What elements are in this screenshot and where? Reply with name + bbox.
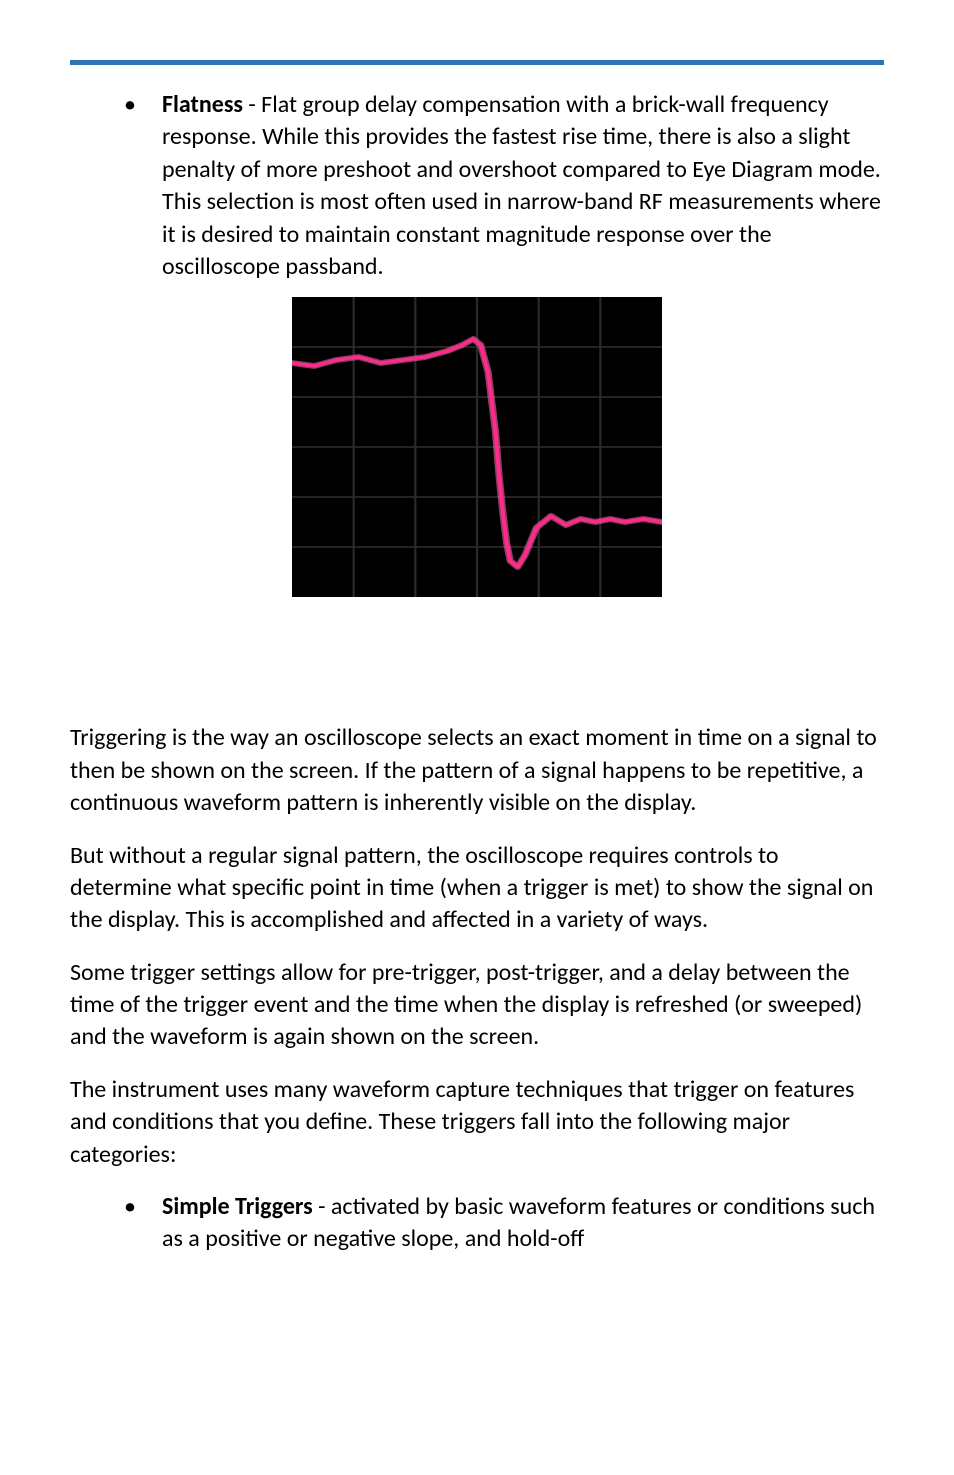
paragraph: Some trigger settings allow for pre-trig… xyxy=(70,957,884,1054)
oscilloscope-figure xyxy=(292,297,662,597)
bullet-list-bottom: Simple Triggers - activated by basic wav… xyxy=(70,1191,884,1256)
term-flatness: Flatness xyxy=(162,90,243,119)
term-simple-triggers: Simple Triggers xyxy=(162,1192,313,1221)
header-rule xyxy=(70,60,884,65)
page: Flatness - Flat group delay compensation… xyxy=(0,0,954,1475)
paragraph: The instrument uses many waveform captur… xyxy=(70,1074,884,1171)
paragraph: Triggering is the way an oscilloscope se… xyxy=(70,722,884,819)
bullet-list-top: Flatness - Flat group delay compensation… xyxy=(70,89,884,283)
figure-container xyxy=(70,297,884,602)
paragraph: But without a regular signal pattern, th… xyxy=(70,840,884,937)
list-item: Flatness - Flat group delay compensation… xyxy=(118,89,884,283)
list-item: Simple Triggers - activated by basic wav… xyxy=(118,1191,884,1256)
term-flatness-desc: - Flat group delay compensation with a b… xyxy=(162,90,881,281)
